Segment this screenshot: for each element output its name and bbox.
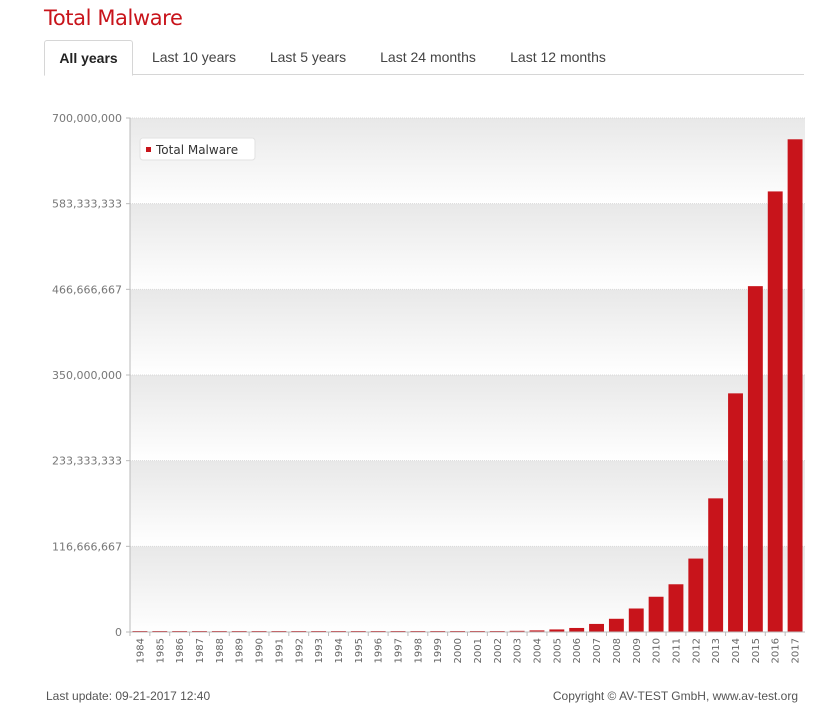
plot-band: [130, 375, 805, 461]
y-tick-label: 0: [115, 626, 122, 639]
bar-2006[interactable]: [569, 627, 585, 632]
x-tick-label: 2014: [731, 638, 742, 663]
bar-2017[interactable]: [787, 139, 803, 632]
plot-band: [130, 546, 805, 632]
plot-band: [130, 203, 805, 290]
x-tick-label: 2007: [592, 638, 603, 663]
x-tick-label: 1987: [195, 638, 206, 663]
x-tick-label: 1992: [294, 638, 305, 663]
page-title: Total Malware: [44, 6, 183, 30]
x-tick-label: 1998: [413, 638, 424, 663]
bar-2016[interactable]: [767, 191, 783, 632]
x-tick-label: 1989: [235, 638, 246, 663]
x-tick-label: 2011: [671, 638, 682, 663]
x-tick-label: 2004: [532, 638, 543, 663]
x-tick-label: 1986: [175, 638, 186, 663]
bars: [132, 139, 803, 632]
plot-band: [130, 118, 805, 204]
x-tick-label: 1988: [215, 638, 226, 663]
plot-background-bands: [130, 118, 805, 632]
legend-swatch: [146, 147, 151, 152]
x-tick-label: 1985: [155, 638, 166, 663]
x-tick-label: 1994: [334, 638, 345, 663]
tab-all-years[interactable]: All years: [44, 40, 133, 76]
x-tick-label: 2010: [652, 638, 663, 663]
x-tick-label: 1999: [433, 638, 444, 663]
y-axis: 0 116,666,667 233,333,333 350,000,000 466,66…: [52, 112, 131, 639]
last-update: Last update: 09-21-2017 12:40: [46, 689, 211, 703]
tab-last-5-years[interactable]: Last 5 years: [269, 49, 347, 65]
y-tick-label: 700,000,000: [52, 112, 122, 125]
y-tick-label: 466,666,667: [52, 283, 122, 296]
x-tick-label: 2016: [771, 638, 782, 663]
bar-2013[interactable]: [708, 498, 724, 632]
x-tick-label: 2002: [493, 638, 504, 663]
x-tick-label: 2013: [711, 638, 722, 663]
x-tick-label: 2000: [453, 638, 464, 663]
y-tick-label: 583,333,333: [52, 198, 122, 211]
x-tick-label: 2001: [473, 638, 484, 663]
bar-2012[interactable]: [688, 558, 704, 632]
time-range-tabs: All years Last 10 years Last 5 years Las…: [44, 40, 804, 76]
x-tick-label: 1993: [314, 638, 325, 663]
bar-2005[interactable]: [549, 629, 565, 632]
x-tick-label: 1991: [274, 638, 285, 663]
x-tick-label: 1996: [374, 638, 385, 663]
x-tick-label: 2012: [691, 638, 702, 663]
tab-last-24-months[interactable]: Last 24 months: [380, 49, 476, 65]
y-tick-label: 116,666,667: [52, 540, 122, 553]
tab-last-12-months[interactable]: Last 12 months: [510, 49, 606, 65]
x-tick-label: 1990: [255, 638, 266, 663]
bar-2004[interactable]: [529, 630, 545, 632]
malware-bar-chart: 0 116,666,667 233,333,333 350,000,000 466,66…: [52, 112, 805, 663]
bar-2014[interactable]: [728, 393, 743, 632]
x-tick-label: 2015: [751, 638, 762, 663]
plot-band: [130, 460, 805, 547]
bar-2007[interactable]: [589, 623, 604, 632]
x-tick-label: 2009: [632, 638, 643, 663]
x-tick-label: 2003: [513, 638, 524, 663]
x-tick-label: 2006: [572, 638, 583, 663]
y-tick-label: 350,000,000: [52, 369, 122, 382]
bar-2008[interactable]: [608, 618, 624, 632]
bar-2011[interactable]: [668, 584, 684, 632]
legend-entry-total-malware: Total Malware: [155, 143, 238, 157]
chart-legend: Total Malware: [139, 137, 256, 161]
x-tick-label: 2017: [791, 638, 802, 663]
bar-2009[interactable]: [628, 608, 644, 632]
bar-2003[interactable]: [509, 630, 525, 632]
x-tick-label: 2005: [552, 638, 563, 663]
x-axis: 1984 1985 1986 1987 1988 1989 1990 1991 1992 1993…: [129, 631, 805, 663]
x-tick-label: 2008: [612, 638, 623, 663]
bar-2010[interactable]: [648, 596, 664, 632]
x-tick-label: 1984: [135, 638, 146, 663]
tab-last-10-years[interactable]: Last 10 years: [151, 49, 237, 65]
x-tick-label: 1995: [354, 638, 365, 663]
copyright[interactable]: Copyright © AV-TEST GmbH, www.av-test.or…: [552, 689, 798, 703]
bar-2015[interactable]: [747, 286, 763, 632]
gridlines: [130, 117, 805, 547]
x-tick-label: 1997: [394, 638, 405, 663]
plot-band: [130, 289, 805, 375]
legend-box: [139, 137, 256, 161]
y-tick-label: 233,333,333: [52, 455, 122, 468]
